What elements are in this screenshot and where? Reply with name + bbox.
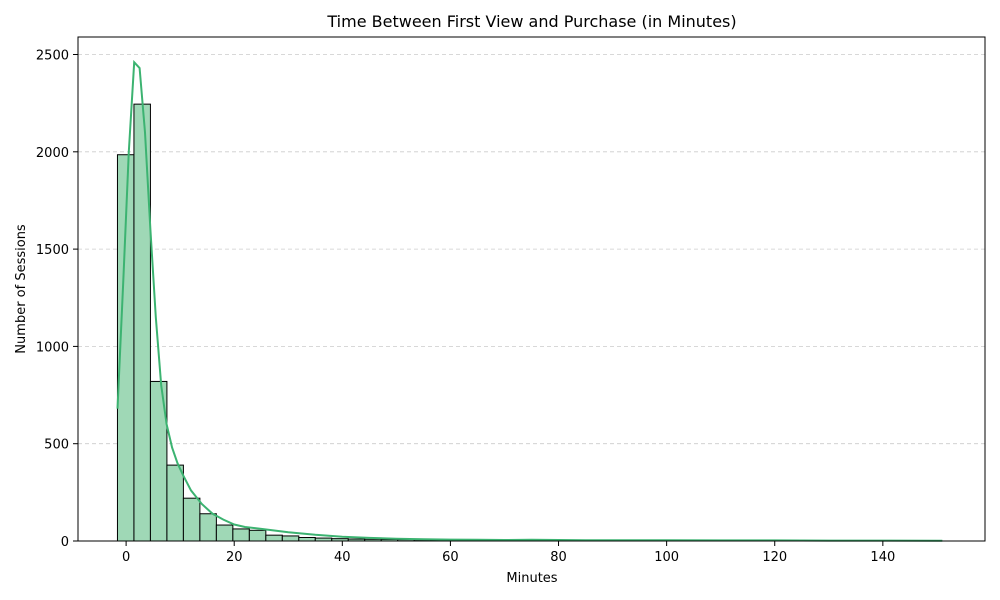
chart-title: Time Between First View and Purchase (in… <box>326 12 736 31</box>
x-tick-label: 20 <box>226 550 243 565</box>
histogram-bar <box>215 524 234 542</box>
x-tick-label: 100 <box>654 550 679 565</box>
y-tick-label: 1000 <box>36 340 69 355</box>
histogram-bar <box>166 464 184 542</box>
histogram-bar <box>298 536 316 542</box>
histogram-bar <box>281 535 300 542</box>
y-tick-label: 0 <box>61 535 69 550</box>
x-tick-label: 40 <box>334 550 351 565</box>
y-tick-label: 2500 <box>36 49 69 64</box>
plot-frame <box>77 36 986 542</box>
histogram-bar <box>265 534 283 542</box>
x-axis-ticks: 0 20 40 60 80 100 120 140 <box>122 541 895 565</box>
y-tick-label: 1500 <box>36 243 69 258</box>
y-tick-label: 2000 <box>36 146 69 161</box>
histogram-bars <box>116 103 943 542</box>
histogram-bar <box>232 528 250 542</box>
histogram-bar <box>199 513 217 542</box>
x-tick-label: 0 <box>122 550 130 565</box>
y-axis-ticks: 0 500 1000 1500 2000 2500 <box>36 49 78 550</box>
x-axis-label: Minutes <box>506 571 557 586</box>
kde-line <box>116 59 943 542</box>
histogram-bar <box>248 529 267 542</box>
histogram-bar <box>182 497 201 542</box>
y-axis-label: Number of Sessions <box>14 224 29 354</box>
x-tick-label: 80 <box>550 550 567 565</box>
y-gridlines <box>78 54 985 445</box>
x-tick-label: 120 <box>762 550 787 565</box>
y-tick-label: 500 <box>44 438 69 453</box>
x-tick-label: 60 <box>442 550 459 565</box>
x-tick-label: 140 <box>870 550 895 565</box>
